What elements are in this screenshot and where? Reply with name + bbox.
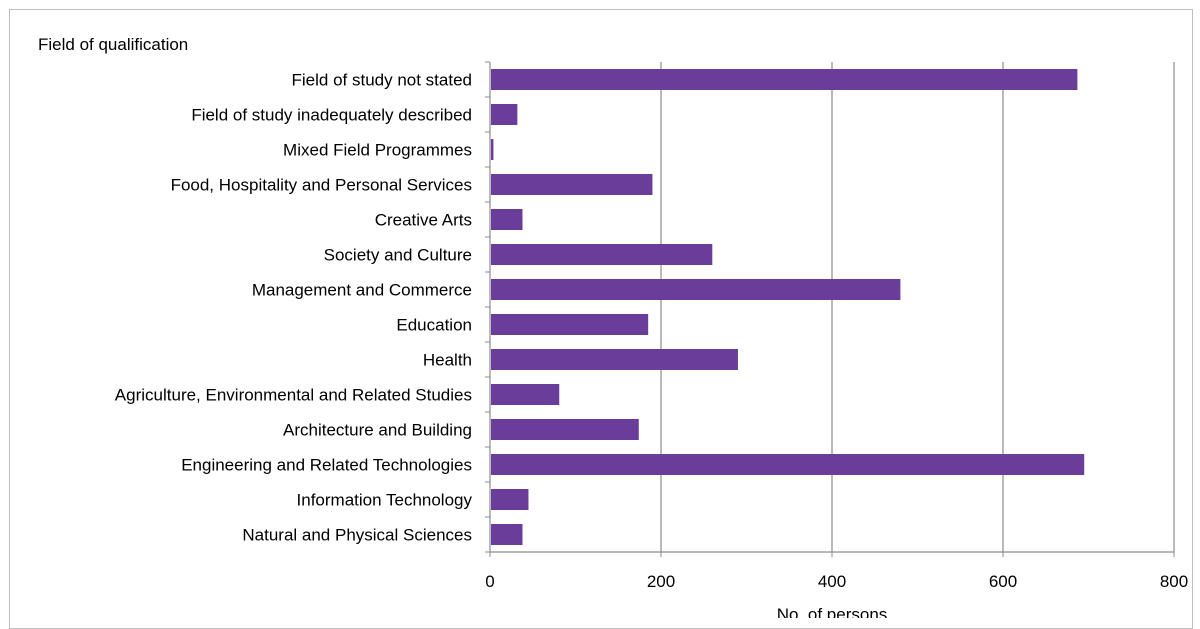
- bars: [491, 69, 1085, 545]
- bar: [491, 209, 523, 230]
- category-label: Natural and Physical Sciences: [242, 526, 472, 545]
- bar: [491, 104, 518, 125]
- bar: [491, 69, 1078, 90]
- y-axis-title: Field of qualification: [38, 35, 188, 54]
- bar: [491, 524, 523, 545]
- bar: [491, 489, 529, 510]
- category-label: Health: [423, 351, 472, 370]
- x-tick-label: 400: [818, 572, 846, 591]
- category-label: Mixed Field Programmes: [283, 141, 472, 160]
- x-axis-title: No. of persons: [777, 605, 888, 618]
- category-label: Agriculture, Environmental and Related S…: [115, 386, 472, 405]
- gridlines: [660, 62, 1175, 552]
- bar: [491, 384, 560, 405]
- bar: [491, 139, 494, 160]
- category-label: Engineering and Related Technologies: [181, 456, 472, 475]
- category-labels: Field of study not stated Field of study …: [115, 71, 473, 545]
- bar: [491, 349, 738, 370]
- x-tick-label: 800: [1160, 572, 1188, 591]
- category-label: Society and Culture: [324, 246, 472, 265]
- category-label: Food, Hospitality and Personal Services: [171, 176, 472, 195]
- bar: [491, 244, 713, 265]
- category-label: Information Technology: [297, 491, 473, 510]
- category-label: Field of study inadequately described: [191, 106, 472, 125]
- bar: [491, 174, 653, 195]
- axes: [485, 61, 1175, 557]
- category-label: Architecture and Building: [283, 421, 472, 440]
- x-tick-label: 600: [989, 572, 1017, 591]
- category-label: Creative Arts: [375, 211, 472, 230]
- bar: [491, 419, 639, 440]
- category-label: Field of study not stated: [292, 71, 473, 90]
- category-label: Management and Commerce: [252, 281, 472, 300]
- tick-labels: 0 200 400 600 800: [485, 572, 1188, 591]
- bar: [491, 279, 901, 300]
- x-tick-label: 200: [647, 572, 675, 591]
- category-label: Education: [396, 316, 472, 335]
- bar: [491, 314, 649, 335]
- x-tick-label: 0: [485, 572, 494, 591]
- bar: [491, 454, 1085, 475]
